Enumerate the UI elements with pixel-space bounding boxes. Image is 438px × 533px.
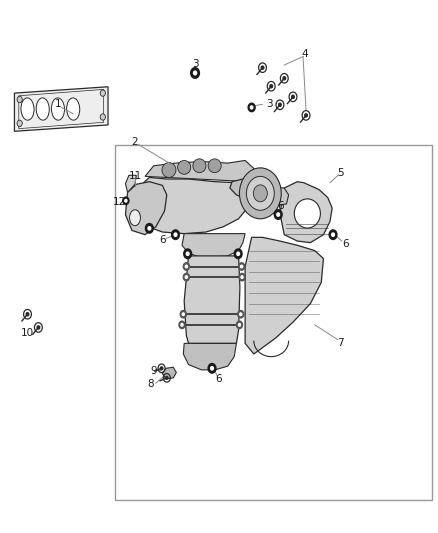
Circle shape bbox=[239, 263, 245, 270]
Circle shape bbox=[251, 106, 253, 109]
Polygon shape bbox=[245, 237, 323, 354]
Polygon shape bbox=[162, 367, 177, 379]
Circle shape bbox=[174, 233, 177, 236]
Polygon shape bbox=[280, 182, 332, 243]
Circle shape bbox=[234, 249, 242, 259]
Circle shape bbox=[172, 230, 180, 239]
Circle shape bbox=[238, 324, 240, 326]
Circle shape bbox=[239, 273, 245, 281]
Ellipse shape bbox=[67, 98, 80, 120]
Circle shape bbox=[237, 252, 240, 255]
Text: 6: 6 bbox=[342, 239, 349, 249]
Circle shape bbox=[247, 176, 274, 211]
Circle shape bbox=[241, 276, 243, 278]
Circle shape bbox=[305, 114, 307, 117]
Bar bbox=[115, 144, 432, 500]
Circle shape bbox=[148, 227, 151, 230]
Text: 5: 5 bbox=[338, 168, 344, 178]
Circle shape bbox=[248, 103, 255, 112]
Polygon shape bbox=[184, 256, 240, 343]
Polygon shape bbox=[125, 175, 136, 192]
Text: 3: 3 bbox=[267, 99, 273, 109]
Ellipse shape bbox=[36, 98, 49, 120]
Circle shape bbox=[100, 114, 106, 120]
Circle shape bbox=[277, 213, 279, 216]
Text: 11: 11 bbox=[129, 172, 142, 181]
Circle shape bbox=[160, 367, 163, 370]
Ellipse shape bbox=[51, 98, 64, 120]
Polygon shape bbox=[271, 187, 289, 206]
Circle shape bbox=[166, 376, 168, 379]
Ellipse shape bbox=[130, 210, 141, 225]
Circle shape bbox=[194, 71, 197, 75]
Circle shape bbox=[17, 120, 22, 126]
Circle shape bbox=[274, 210, 282, 219]
Circle shape bbox=[237, 321, 243, 328]
Circle shape bbox=[145, 223, 153, 233]
Circle shape bbox=[240, 168, 281, 219]
Circle shape bbox=[292, 95, 294, 99]
Polygon shape bbox=[145, 160, 254, 182]
Polygon shape bbox=[184, 343, 237, 370]
Circle shape bbox=[181, 324, 183, 326]
Circle shape bbox=[240, 265, 243, 268]
Circle shape bbox=[238, 311, 244, 318]
Text: 6: 6 bbox=[215, 374, 223, 384]
Ellipse shape bbox=[162, 163, 176, 177]
Text: 2: 2 bbox=[131, 137, 138, 147]
Text: 1: 1 bbox=[55, 99, 61, 109]
Circle shape bbox=[179, 321, 185, 328]
Circle shape bbox=[125, 199, 127, 202]
Polygon shape bbox=[230, 177, 278, 208]
Text: 8: 8 bbox=[147, 378, 154, 389]
Text: 6: 6 bbox=[278, 200, 284, 211]
Text: 10: 10 bbox=[21, 328, 34, 338]
Text: 12: 12 bbox=[113, 197, 127, 207]
Ellipse shape bbox=[208, 159, 221, 173]
Circle shape bbox=[211, 367, 213, 370]
Circle shape bbox=[208, 364, 216, 373]
Text: 4: 4 bbox=[302, 50, 308, 59]
Circle shape bbox=[270, 85, 272, 88]
Circle shape bbox=[185, 276, 187, 278]
Polygon shape bbox=[125, 182, 167, 235]
Circle shape bbox=[186, 252, 189, 255]
Circle shape bbox=[253, 185, 267, 202]
Circle shape bbox=[100, 90, 106, 96]
Text: 3: 3 bbox=[192, 59, 198, 69]
Text: 9: 9 bbox=[150, 367, 157, 376]
Circle shape bbox=[283, 77, 286, 80]
Circle shape bbox=[240, 313, 242, 316]
Ellipse shape bbox=[294, 199, 321, 228]
Circle shape bbox=[329, 230, 337, 239]
Ellipse shape bbox=[178, 160, 191, 174]
Ellipse shape bbox=[21, 98, 34, 120]
Circle shape bbox=[123, 197, 129, 205]
Polygon shape bbox=[14, 87, 108, 131]
Circle shape bbox=[26, 313, 29, 316]
Circle shape bbox=[185, 265, 187, 268]
Polygon shape bbox=[19, 90, 104, 128]
Ellipse shape bbox=[193, 159, 206, 173]
Circle shape bbox=[180, 311, 186, 318]
Circle shape bbox=[184, 263, 189, 270]
Text: 6: 6 bbox=[159, 235, 166, 245]
Circle shape bbox=[184, 273, 189, 281]
Circle shape bbox=[182, 313, 184, 316]
Polygon shape bbox=[182, 233, 245, 257]
Circle shape bbox=[184, 249, 191, 259]
Circle shape bbox=[279, 103, 281, 107]
Circle shape bbox=[332, 233, 334, 236]
Circle shape bbox=[17, 96, 22, 103]
Polygon shape bbox=[134, 177, 254, 233]
Circle shape bbox=[37, 326, 40, 329]
Circle shape bbox=[261, 66, 264, 69]
Circle shape bbox=[191, 68, 199, 78]
Text: 7: 7 bbox=[338, 338, 344, 349]
